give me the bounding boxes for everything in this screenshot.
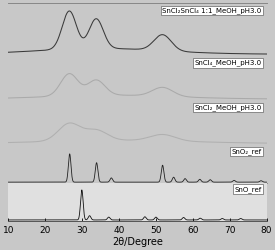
X-axis label: 2θ/Degree: 2θ/Degree xyxy=(112,237,163,247)
Text: SnCl₄_MeOH_pH3.0: SnCl₄_MeOH_pH3.0 xyxy=(194,60,261,66)
Text: SnCl₂SnCl₄ 1:1_MeOH_pH3.0: SnCl₂SnCl₄ 1:1_MeOH_pH3.0 xyxy=(162,7,261,14)
Text: SnO_ref: SnO_ref xyxy=(234,186,261,192)
Text: SnO₂_ref: SnO₂_ref xyxy=(231,148,261,155)
Text: SnCl₂_MeOH_pH3.0: SnCl₂_MeOH_pH3.0 xyxy=(194,104,261,111)
